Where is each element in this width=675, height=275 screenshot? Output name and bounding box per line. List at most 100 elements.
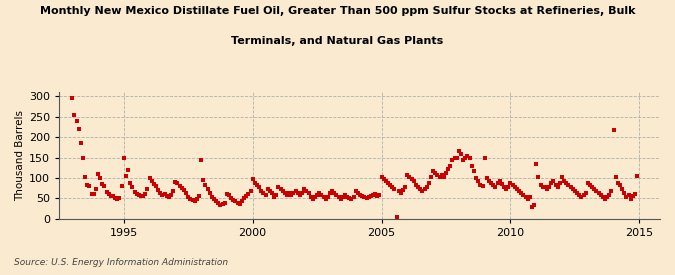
Point	[112, 197, 123, 202]
Point	[426, 175, 437, 179]
Point	[148, 182, 159, 186]
Point	[284, 191, 294, 195]
Point	[383, 181, 394, 185]
Point	[537, 185, 548, 189]
Point	[591, 189, 602, 193]
Point	[541, 187, 552, 191]
Point	[263, 187, 273, 191]
Point	[236, 199, 247, 204]
Point	[359, 195, 370, 199]
Point	[430, 170, 441, 175]
Point	[205, 191, 215, 195]
Point	[327, 189, 338, 193]
Point	[617, 187, 628, 191]
Point	[535, 183, 546, 187]
Point	[234, 202, 245, 207]
Point	[209, 197, 219, 202]
Point	[271, 193, 281, 197]
Point	[80, 175, 90, 179]
Point	[503, 185, 514, 189]
Point	[486, 181, 497, 185]
Point	[568, 187, 578, 191]
Point	[452, 156, 462, 161]
Point	[458, 157, 468, 162]
Point	[215, 203, 226, 208]
Point	[518, 193, 529, 197]
Point	[78, 155, 88, 160]
Point	[499, 185, 510, 189]
Point	[279, 191, 290, 195]
Point	[481, 176, 492, 180]
Point	[630, 192, 641, 197]
Point	[464, 156, 475, 161]
Point	[88, 192, 99, 197]
Point	[82, 183, 92, 188]
Y-axis label: Thousand Barrels: Thousand Barrels	[15, 110, 25, 201]
Point	[307, 197, 318, 202]
Point	[335, 197, 346, 202]
Point	[123, 168, 134, 172]
Point	[462, 154, 473, 158]
Point	[473, 179, 484, 183]
Point	[316, 193, 327, 197]
Point	[623, 193, 634, 197]
Point	[372, 194, 383, 198]
Point	[258, 191, 269, 195]
Point	[140, 192, 151, 197]
Point	[406, 177, 417, 181]
Point	[443, 166, 454, 171]
Point	[410, 183, 421, 187]
Point	[572, 191, 583, 195]
Point	[103, 192, 114, 197]
Point	[587, 185, 597, 189]
Point	[269, 195, 279, 199]
Point	[76, 141, 86, 145]
Point	[301, 189, 312, 193]
Point	[249, 181, 260, 185]
Point	[344, 196, 355, 201]
Point	[632, 174, 643, 178]
Point	[243, 192, 254, 197]
Point	[127, 185, 138, 189]
Point	[294, 193, 305, 197]
Point	[370, 192, 381, 197]
Point	[168, 189, 179, 193]
Point	[151, 184, 161, 188]
Point	[432, 172, 443, 177]
Point	[277, 189, 288, 193]
Point	[606, 189, 617, 193]
Point	[479, 156, 490, 161]
Point	[434, 175, 445, 179]
Point	[116, 184, 127, 188]
Point	[417, 189, 428, 193]
Point	[323, 195, 333, 199]
Point	[576, 195, 587, 199]
Point	[314, 191, 325, 195]
Point	[524, 195, 535, 199]
Point	[583, 181, 593, 185]
Point	[254, 185, 265, 189]
Text: Terminals, and Natural Gas Plants: Terminals, and Natural Gas Plants	[232, 36, 443, 46]
Point	[615, 183, 626, 187]
Point	[456, 152, 466, 156]
Point	[597, 195, 608, 199]
Point	[331, 193, 342, 197]
Point	[129, 190, 140, 194]
Point	[544, 185, 555, 189]
Point	[105, 193, 116, 198]
Point	[608, 128, 619, 132]
Point	[325, 191, 335, 195]
Point	[338, 195, 348, 199]
Point	[92, 172, 103, 176]
Point	[303, 191, 314, 195]
Point	[408, 179, 419, 183]
Point	[531, 162, 541, 167]
Point	[494, 179, 505, 183]
Point	[589, 187, 599, 191]
Point	[172, 181, 183, 186]
Point	[361, 196, 372, 201]
Point	[286, 193, 297, 197]
Point	[550, 183, 561, 187]
Point	[574, 193, 585, 197]
Point	[318, 195, 329, 199]
